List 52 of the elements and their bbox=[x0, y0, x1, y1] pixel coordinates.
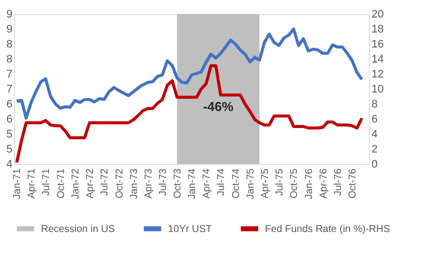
line-series bbox=[15, 28, 364, 120]
y-tick-label: 4 bbox=[6, 158, 12, 170]
x-tick-label: Oct-72 bbox=[114, 168, 126, 199]
x-tick-label: Jan-72 bbox=[70, 168, 82, 200]
x-tick-label: Oct-76 bbox=[348, 168, 359, 199]
y2-tick-label: 12 bbox=[372, 68, 384, 80]
y-tick-label: 9 bbox=[6, 8, 12, 20]
y2-tick-label: 10 bbox=[372, 84, 384, 96]
x-tick-label: Jul-72 bbox=[100, 168, 111, 196]
x-tick-label: Apr-72 bbox=[85, 168, 96, 199]
x-tick-label: Jan-73 bbox=[128, 168, 140, 200]
y-tick-label: 6 bbox=[6, 114, 12, 126]
x-tick-label: Jan-71 bbox=[12, 168, 24, 200]
x-tick-label: Jul-71 bbox=[41, 168, 52, 196]
line-series bbox=[15, 64, 364, 164]
x-tick-label: Jul-74 bbox=[216, 168, 228, 196]
y2-tick-label: 20 bbox=[372, 8, 384, 20]
y2-tick-label: 16 bbox=[372, 38, 384, 50]
legend-label: Fed Funds Rate (in %)-RHS bbox=[265, 224, 390, 235]
y2-tick-label: 14 bbox=[372, 54, 384, 66]
x-tick-label: Jan-75 bbox=[246, 168, 257, 200]
legend-label: Recession in US bbox=[41, 224, 116, 235]
y2-tick-label: 6 bbox=[372, 114, 378, 126]
y-tick-label: 6 bbox=[6, 98, 12, 110]
y2-tick-label: 2 bbox=[372, 144, 378, 156]
y-tick-label: 7 bbox=[6, 68, 12, 80]
y-tick-label: 5 bbox=[6, 128, 12, 140]
x-tick-label: Oct-74 bbox=[230, 168, 242, 199]
x-tick-label: Apr-74 bbox=[202, 168, 213, 199]
x-tick-label: Jul-76 bbox=[332, 168, 344, 196]
y2-tick-label: 4 bbox=[372, 128, 378, 140]
x-tick-label: Jan-76 bbox=[304, 168, 315, 200]
y2-tick-label: 8 bbox=[372, 98, 378, 110]
x-tick-label: Jan-74 bbox=[187, 168, 198, 200]
x-tick-label: Oct-75 bbox=[289, 168, 300, 199]
y-tick-label: 8 bbox=[6, 54, 12, 66]
y2-tick-label: 18 bbox=[372, 24, 384, 36]
y-tick-label: 8 bbox=[6, 38, 12, 50]
x-tick-label: Apr-71 bbox=[26, 168, 38, 199]
y2-tick-label: 0 bbox=[372, 158, 378, 170]
y-tick-label: 9 bbox=[6, 24, 12, 36]
x-tick-label: Oct-73 bbox=[172, 168, 184, 199]
x-tick-label: Oct-71 bbox=[56, 168, 67, 199]
x-tick-label: Apr-75 bbox=[260, 168, 271, 199]
annotation: -46% bbox=[203, 99, 234, 114]
x-tick-label: Apr-76 bbox=[318, 168, 330, 199]
x-tick-label: Apr-73 bbox=[143, 168, 154, 199]
x-tick-label: Jul-75 bbox=[274, 168, 286, 196]
y-tick-label: 5 bbox=[6, 144, 12, 156]
x-tick-label: Jul-73 bbox=[158, 168, 169, 196]
y-tick-label: 7 bbox=[6, 84, 12, 96]
legend-label: 10Yr UST bbox=[168, 224, 212, 235]
